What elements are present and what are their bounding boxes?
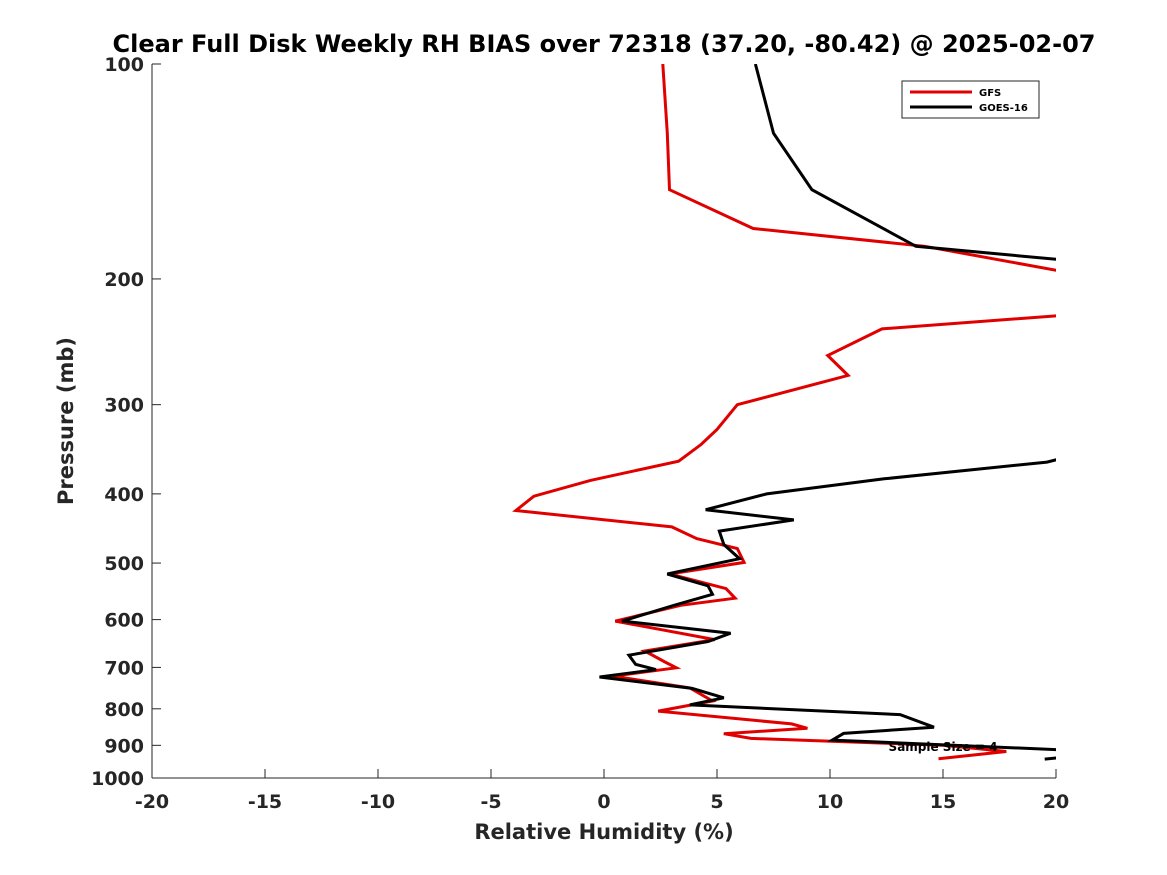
x-tick-label: 20 (1043, 791, 1069, 813)
legend-label: GFS (979, 88, 1001, 99)
series-line-gfs (512, 64, 1056, 761)
legend-box (901, 80, 1040, 119)
y-tick-label: 700 (104, 657, 144, 679)
y-tick-label: 600 (104, 610, 144, 632)
x-tick-label: 10 (817, 791, 843, 813)
x-axis-label: Relative Humidity (%) (474, 820, 733, 844)
x-tick-label: 5 (710, 791, 723, 813)
series-segment-goes-16-0 (1044, 756, 1056, 761)
annotation-layer: Sample Size = 4 (889, 740, 998, 754)
series-line-goes-16 (599, 64, 1056, 752)
y-tick-label: 100 (104, 54, 144, 76)
x-tick-label: -15 (248, 791, 282, 813)
x-tick-label: -10 (361, 791, 395, 813)
x-tick-label: -5 (480, 791, 501, 813)
y-tick-label: 800 (104, 699, 144, 721)
y-tick-label: 1000 (91, 768, 144, 790)
x-tick-label: 15 (930, 791, 956, 813)
y-tick-label: 400 (104, 484, 144, 506)
y-tick-label: 200 (104, 269, 144, 291)
y-tick-label: 300 (104, 395, 144, 417)
chart-title: Clear Full Disk Weekly RH BIAS over 7231… (113, 30, 1096, 58)
x-tick-label: -20 (135, 791, 169, 813)
x-tick-label: 0 (597, 791, 610, 813)
sample-size-annotation: Sample Size = 4 (889, 740, 998, 754)
y-tick-label: 900 (104, 735, 144, 757)
axes-layer: -20 -15 -10 -5 0 5 10 15 20 100 200 300 400 500 600 700… (91, 54, 1069, 813)
series-layer (512, 64, 1056, 761)
legend-label: GOES-16 (979, 103, 1028, 114)
legend: GFS GOES-16 (901, 80, 1040, 119)
y-tick-label: 500 (104, 553, 144, 575)
y-axis-label: Pressure (mb) (54, 337, 78, 505)
